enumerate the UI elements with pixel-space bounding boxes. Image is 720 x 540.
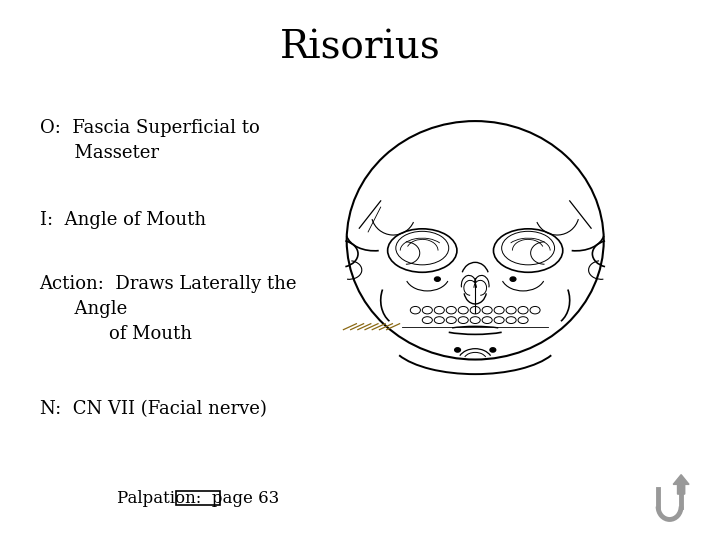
- Circle shape: [435, 277, 441, 281]
- Text: Palpation:  page 63: Palpation: page 63: [117, 490, 279, 507]
- Circle shape: [490, 348, 496, 352]
- Bar: [176, 491, 220, 505]
- Text: I:  Angle of Mouth: I: Angle of Mouth: [40, 211, 206, 228]
- Circle shape: [510, 277, 516, 281]
- Text: Risorius: Risorius: [279, 30, 441, 67]
- Circle shape: [455, 348, 461, 352]
- FancyArrow shape: [673, 475, 689, 494]
- Text: N:  CN VII (Facial nerve): N: CN VII (Facial nerve): [40, 400, 266, 417]
- Text: O:  Fascia Superficial to
      Masseter: O: Fascia Superficial to Masseter: [40, 119, 259, 162]
- Text: Action:  Draws Laterally the
      Angle
            of Mouth: Action: Draws Laterally the Angle of Mou…: [40, 275, 297, 343]
